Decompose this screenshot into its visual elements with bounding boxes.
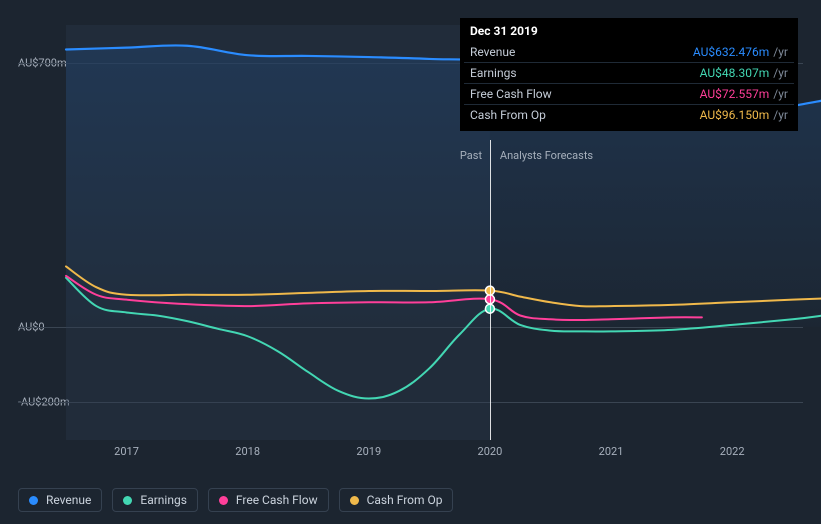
- legend-item[interactable]: Revenue: [18, 488, 102, 512]
- legend-item-label: Cash From Op: [367, 493, 443, 507]
- tooltip-row-label: Free Cash Flow: [470, 87, 552, 101]
- legend-dot-icon: [350, 496, 359, 505]
- legend-dot-icon: [123, 496, 132, 505]
- tooltip-row-value: AU$48.307m: [700, 66, 770, 80]
- x-axis-label: 2018: [235, 445, 260, 458]
- tooltip-row: Free Cash Flow AU$72.557m/yr: [464, 84, 794, 105]
- legend-item[interactable]: Earnings: [112, 488, 198, 512]
- forecast-region-label: Analysts Forecasts: [500, 149, 593, 162]
- tooltip-row: Earnings AU$48.307m/yr: [464, 63, 794, 84]
- tooltip-row-value-wrap: AU$96.150m/yr: [700, 108, 788, 122]
- tooltip-row-value: AU$96.150m: [700, 108, 770, 122]
- tooltip-row-label: Cash From Op: [470, 108, 546, 122]
- tooltip-row-value: AU$632.476m: [693, 45, 769, 59]
- legend-item-label: Earnings: [140, 493, 187, 507]
- x-axis-label: 2017: [114, 445, 139, 458]
- tooltip-row-unit: /yr: [773, 108, 788, 122]
- chart-container: AU$700mAU$0-AU$200m 20172018201920202021…: [0, 0, 821, 524]
- x-axis-label: 2021: [599, 445, 624, 458]
- past-region-label: Past: [460, 149, 482, 162]
- legend-item-label: Revenue: [46, 493, 91, 507]
- cursor-line: [490, 140, 491, 440]
- tooltip-row-value-wrap: AU$632.476m/yr: [693, 45, 788, 59]
- tooltip-row: Revenue AU$632.476m/yr: [464, 42, 794, 63]
- legend-dot-icon: [219, 496, 228, 505]
- x-axis-label: 2022: [720, 445, 745, 458]
- tooltip-row-unit: /yr: [773, 87, 788, 101]
- tooltip-date: Dec 31 2019: [464, 24, 794, 42]
- hover-tooltip: Dec 31 2019 RevenueAU$632.476m/yrEarning…: [460, 18, 798, 131]
- tooltip-row-value-wrap: AU$72.557m/yr: [700, 87, 788, 101]
- tooltip-row-value: AU$72.557m: [700, 87, 770, 101]
- legend-dot-icon: [29, 496, 38, 505]
- tooltip-row-label: Revenue: [470, 45, 515, 59]
- tooltip-row-unit: /yr: [773, 45, 788, 59]
- x-axis-label: 2020: [478, 445, 503, 458]
- legend-item[interactable]: Cash From Op: [339, 488, 454, 512]
- legend: Revenue Earnings Free Cash Flow Cash From O…: [18, 488, 453, 512]
- tooltip-row: Cash From Op AU$96.150m/yr: [464, 105, 794, 125]
- legend-item-label: Free Cash Flow: [236, 493, 318, 507]
- legend-item[interactable]: Free Cash Flow: [208, 488, 329, 512]
- tooltip-row-label: Earnings: [470, 66, 517, 80]
- tooltip-row-unit: /yr: [773, 66, 788, 80]
- x-axis-label: 2019: [356, 445, 381, 458]
- tooltip-row-value-wrap: AU$48.307m/yr: [700, 66, 788, 80]
